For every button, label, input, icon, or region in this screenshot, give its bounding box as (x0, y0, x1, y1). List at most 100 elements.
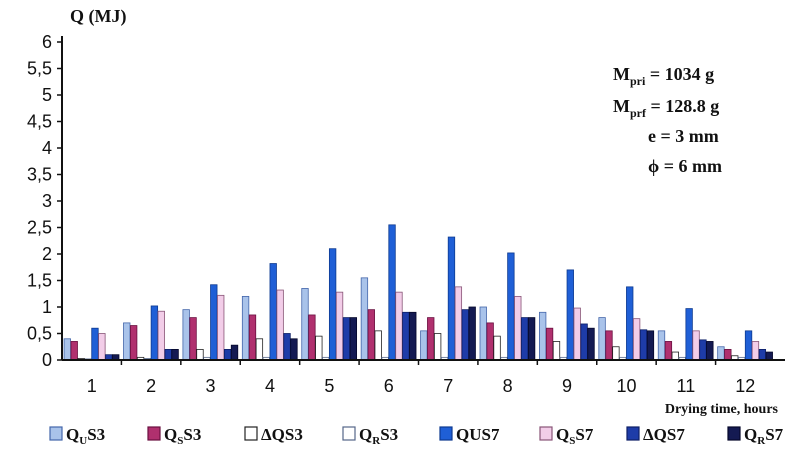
bar-QUS3-10 (598, 317, 606, 361)
bar-QRS7-4 (290, 338, 298, 361)
legend-swatch (147, 426, 161, 441)
y-tick-label: 4,5 (27, 112, 52, 132)
bar-QUS7-8 (507, 252, 515, 361)
x-tick-label: 9 (562, 376, 572, 396)
y-tick-label: 5,5 (27, 59, 52, 79)
bar-QSS7-7 (454, 286, 463, 361)
bar-QS3-11 (671, 351, 679, 361)
bar-QRS7-5 (349, 317, 358, 361)
bar-QUS7-11 (685, 308, 693, 361)
bar-QUS7-9 (566, 269, 574, 361)
bar-QS7-6 (402, 311, 410, 361)
bar-QSS7-9 (573, 307, 581, 361)
bar-QUS3-1 (63, 338, 71, 361)
annotation-line: ϕ = 6 mm (648, 156, 722, 176)
bar-QRS7-10 (646, 330, 655, 361)
bar-QRS7-6 (409, 311, 417, 361)
bar-QSS3-7 (427, 317, 435, 361)
bar-QRS7-8 (527, 317, 536, 361)
bar-QSS7-6 (395, 291, 403, 361)
bar-QUS3-7 (420, 330, 428, 361)
parameter-annotations: Mpri = 1034 g Mprf = 128.8 g e = 3 mm ϕ = 6… (613, 64, 722, 176)
bar-QRS7-3 (230, 344, 239, 361)
y-tick-label: 3 (42, 191, 52, 211)
legend-label: ΔQS7 (643, 425, 685, 444)
bar-QUS7-12 (744, 330, 753, 361)
y-axis-ticks: 0 0,5 1 1,5 2 2,5 3 3,5 4 4,5 5 5,5 6 (27, 32, 62, 370)
bar-QS7-2 (164, 348, 172, 361)
legend-swatch (626, 426, 640, 441)
y-tick-label: 2 (42, 244, 52, 264)
bar-QSS7-10 (632, 318, 641, 361)
y-tick-label: 1,5 (27, 271, 52, 291)
bar-QUS7-4 (269, 263, 277, 361)
bar-QS3-5 (315, 335, 323, 361)
x-tick-label: 2 (146, 376, 156, 396)
bar-QUS7-2 (150, 305, 159, 361)
bar-QSS3-1 (70, 341, 78, 361)
y-tick-label: 1 (42, 297, 52, 317)
legend-swatch (342, 426, 356, 441)
bar-QSS7-11 (692, 330, 700, 361)
legend-label: QSS3 (164, 425, 201, 447)
bar-QUS7-1 (91, 327, 99, 361)
bar-QSS3-8 (486, 322, 494, 361)
bar-QSS7-4 (276, 289, 284, 361)
bar-QRS7-2 (171, 348, 179, 361)
bar-QSS7-3 (217, 294, 225, 361)
bar-QUS3-6 (360, 277, 369, 361)
legend-swatch (244, 426, 258, 441)
annotation-line: e = 3 mm (648, 126, 719, 146)
bar-QRS7-11 (706, 341, 714, 361)
bar-QSS3-12 (724, 348, 732, 361)
bar-QRS7-7 (468, 306, 476, 361)
x-tick-label: 5 (324, 376, 334, 396)
legend-swatch (727, 426, 741, 441)
x-tick-label: 3 (206, 376, 216, 396)
bar-QSS3-2 (129, 325, 138, 361)
bar-QS7-8 (521, 317, 529, 361)
legend-label: QRS3 (359, 425, 398, 447)
x-axis-title: Drying time, hours (665, 402, 779, 417)
y-tick-label: 4 (42, 138, 52, 158)
annotation-line: Mpri = 1034 g (613, 64, 714, 88)
bar-QSS7-2 (157, 310, 165, 361)
x-tick-label: 6 (384, 376, 394, 396)
bar-QUS3-4 (241, 295, 250, 361)
bar-QUS7-5 (328, 248, 337, 361)
bar-QS3-3 (196, 348, 204, 361)
x-axis-ticks: 1 2 3 4 5 6 7 8 9 10 11 12 (87, 360, 755, 396)
bar-QS7-11 (699, 339, 707, 361)
bar-QSS3-4 (248, 314, 257, 361)
bar-QUS3-8 (479, 306, 487, 361)
legend-label: QUS3 (66, 425, 105, 447)
y-tick-label: 0,5 (27, 324, 52, 344)
bar-QUS3-5 (301, 288, 309, 361)
bar-QSS7-12 (751, 341, 760, 361)
bar-QUS3-11 (657, 330, 666, 361)
annotation-line: Mprf = 128.8 g (613, 96, 719, 120)
bar-QS3-10 (612, 346, 620, 361)
bar-QUS7-10 (626, 286, 634, 361)
bar-QSS3-9 (545, 327, 554, 361)
bar-QS7-12 (758, 348, 767, 361)
bar-QSS3-6 (367, 309, 375, 361)
legend-label: QUS7 (456, 425, 500, 444)
bar-QS7-5 (342, 317, 351, 361)
x-tick-label: 8 (503, 376, 513, 396)
bar-QS7-10 (639, 329, 648, 361)
bar-QS7-9 (580, 323, 588, 361)
legend-swatch (539, 426, 553, 441)
bar-QS3-6 (374, 330, 382, 361)
bar-QSS3-3 (189, 317, 197, 361)
x-tick-label: 10 (616, 376, 636, 396)
legend-swatch (439, 426, 453, 441)
bar-QUS7-6 (388, 224, 396, 361)
legend-label: ΔQS3 (261, 425, 303, 444)
y-tick-label: 3,5 (27, 165, 52, 185)
legend: QUS3 QSS3 ΔQS3 QRS3 QUS7 QSS7 ΔQS7 QRS7 (49, 425, 784, 447)
legend-label: QSS7 (556, 425, 594, 447)
bar-QS3-9 (552, 341, 561, 361)
bar-QUS7-7 (447, 236, 456, 361)
